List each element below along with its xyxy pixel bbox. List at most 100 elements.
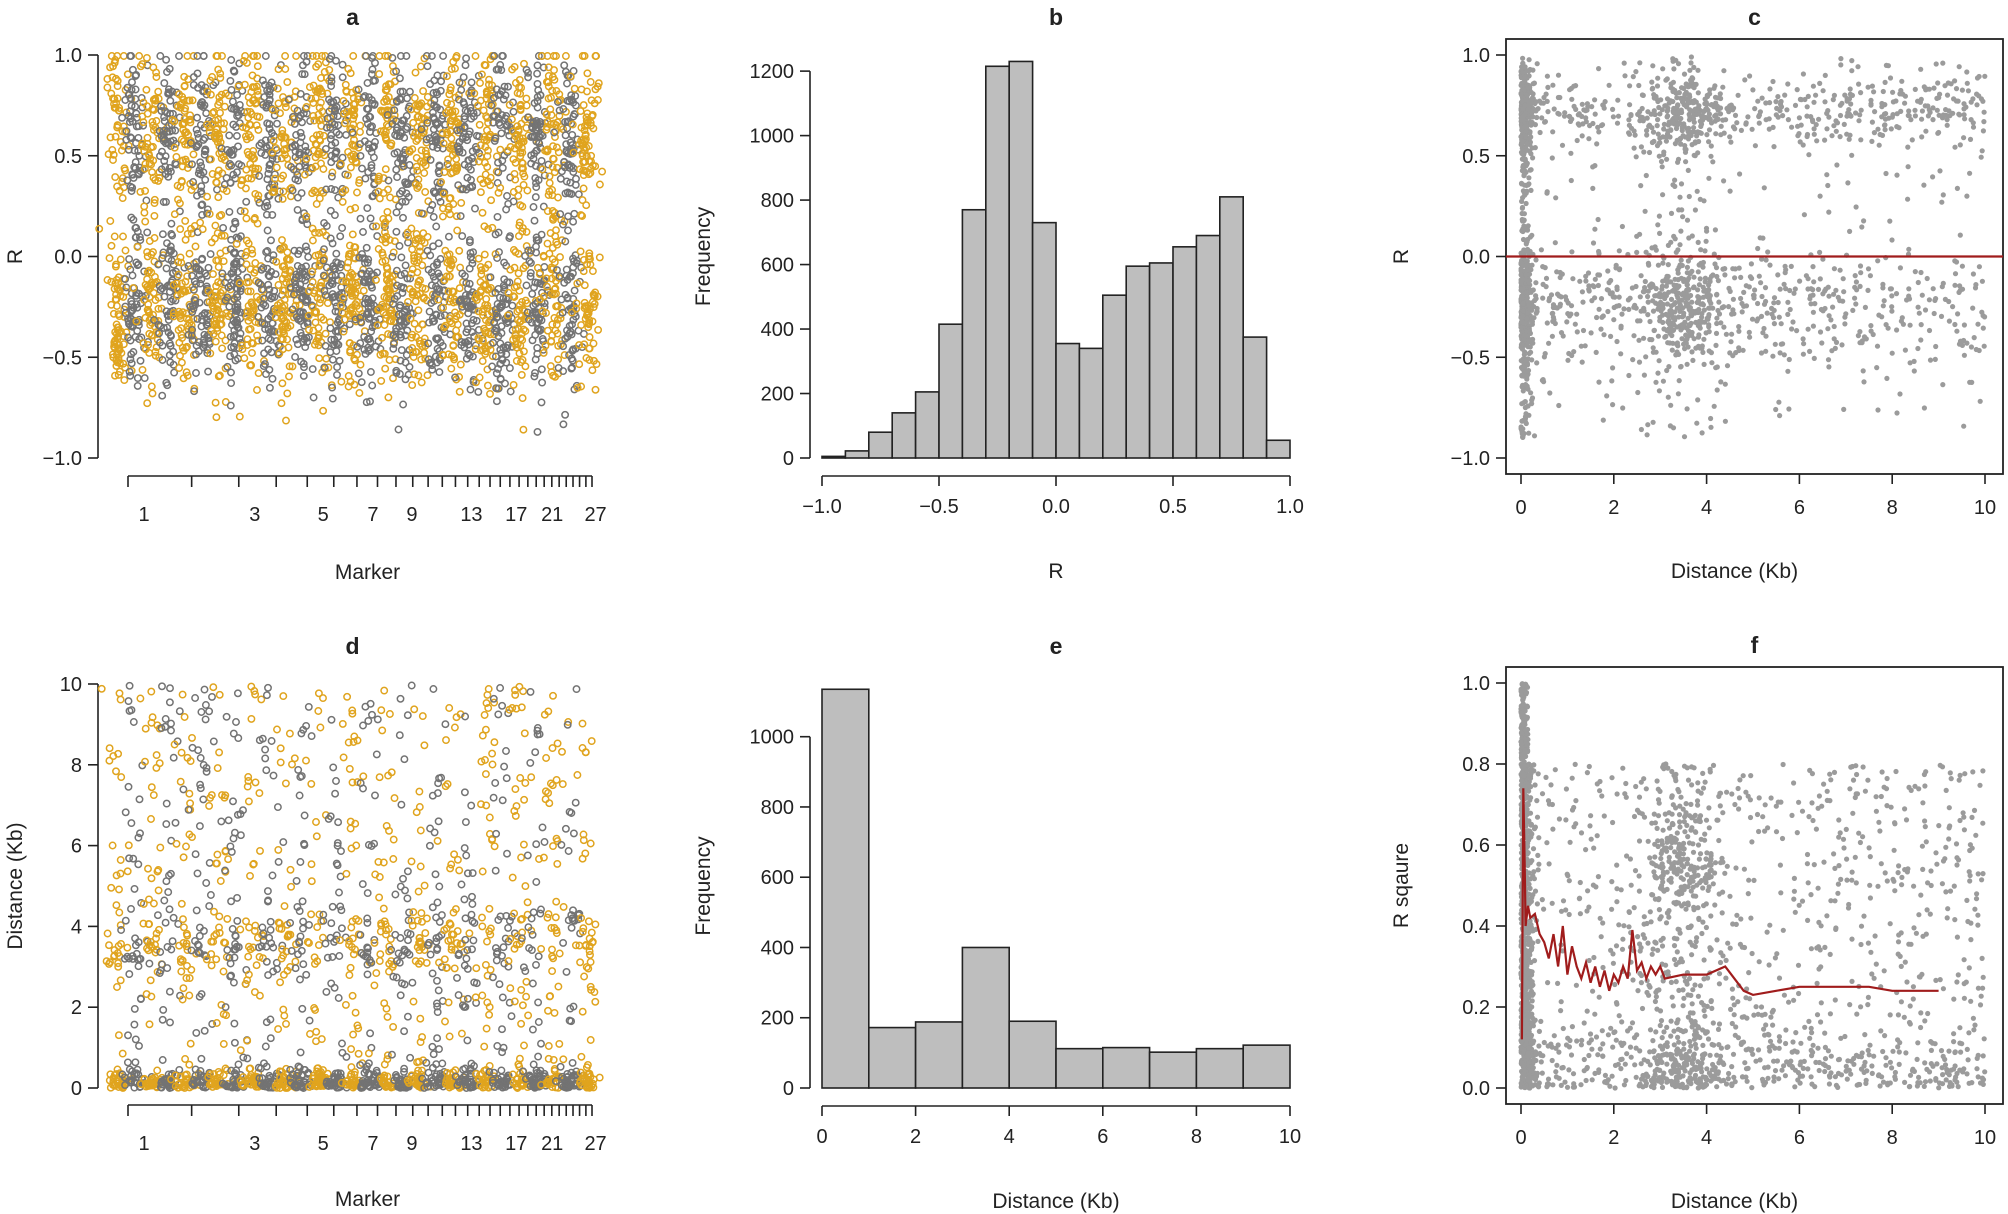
data-point (1542, 265, 1548, 271)
data-point (160, 117, 169, 126)
data-point (190, 277, 199, 286)
data-point (423, 62, 432, 71)
data-point (143, 305, 152, 314)
data-point (1650, 345, 1656, 351)
data-point (537, 156, 546, 165)
data-point (127, 187, 136, 195)
data-point (1887, 218, 1893, 224)
data-point (184, 96, 192, 105)
data-point (237, 176, 246, 185)
data-point (121, 275, 130, 284)
hist-bar (1078, 347, 1104, 459)
data-point (140, 164, 149, 173)
data-point (505, 364, 514, 373)
data-point (114, 326, 122, 335)
data-point (579, 184, 588, 193)
data-point (95, 224, 104, 233)
data-point (455, 284, 464, 293)
data-point (201, 269, 210, 278)
data-point (108, 146, 117, 154)
data-point (213, 185, 221, 194)
data-point (1785, 117, 1791, 123)
data-point (492, 397, 501, 406)
data-point (248, 349, 256, 357)
data-point (576, 107, 585, 116)
data-point (543, 326, 552, 335)
data-point (109, 309, 118, 318)
data-point (198, 98, 207, 107)
data-point (281, 65, 290, 73)
data-point (1636, 359, 1643, 365)
data-point (142, 85, 151, 94)
data-point (131, 85, 140, 94)
data-point (131, 95, 140, 103)
data-point (133, 381, 142, 390)
data-point (1695, 239, 1701, 245)
data-point (356, 128, 364, 136)
data-point (1800, 351, 1806, 357)
data-point (221, 336, 230, 345)
data-point (212, 178, 221, 187)
data-point (1887, 75, 1894, 81)
data-point (159, 137, 168, 146)
panel-letter: a (346, 4, 359, 30)
data-point (110, 100, 118, 108)
data-point (362, 243, 371, 252)
data-point (202, 109, 211, 118)
data-point (203, 205, 212, 214)
data-point (202, 288, 211, 297)
data-point (1776, 399, 1782, 405)
data-point (1564, 319, 1570, 325)
data-point (1583, 278, 1589, 284)
data-point (133, 243, 142, 251)
data-point (263, 226, 272, 235)
data-point (109, 150, 118, 159)
data-point (1660, 192, 1666, 198)
data-point (1775, 272, 1781, 278)
data-point (1957, 142, 1963, 148)
data-point (1619, 311, 1625, 317)
data-point (149, 288, 158, 297)
x-tick-label: 13 (460, 504, 482, 526)
data-point (1546, 340, 1552, 346)
data-point (559, 420, 568, 429)
data-point (540, 262, 549, 271)
data-point (199, 168, 208, 177)
x-axis-label: R (1048, 560, 1063, 583)
data-point (285, 372, 293, 381)
hist-bar (1172, 246, 1198, 459)
data-point (214, 166, 223, 175)
data-point (128, 183, 137, 192)
data-point (117, 282, 126, 291)
data-point (1800, 71, 1806, 77)
data-point (377, 376, 386, 385)
data-point (144, 338, 152, 346)
data-point (1858, 107, 1864, 113)
data-point (198, 315, 206, 324)
data-point (594, 325, 603, 334)
data-point (338, 224, 347, 232)
data-point (195, 298, 204, 307)
data-point (408, 381, 417, 390)
data-point (1712, 227, 1718, 233)
data-point (231, 303, 240, 311)
data-point (384, 185, 392, 194)
data-point (216, 69, 225, 78)
data-point (193, 314, 202, 323)
data-point (206, 250, 215, 259)
data-point (111, 173, 120, 182)
data-point (218, 344, 227, 353)
data-point (141, 217, 150, 226)
data-point (361, 174, 370, 183)
data-point (1588, 330, 1594, 336)
data-point (1700, 302, 1706, 308)
data-point (1637, 294, 1643, 300)
data-point (1975, 321, 1981, 327)
data-point (550, 66, 558, 75)
data-point (1592, 163, 1598, 169)
data-point (152, 73, 161, 81)
data-point (193, 129, 202, 138)
data-point (176, 225, 185, 234)
data-point (207, 238, 216, 247)
